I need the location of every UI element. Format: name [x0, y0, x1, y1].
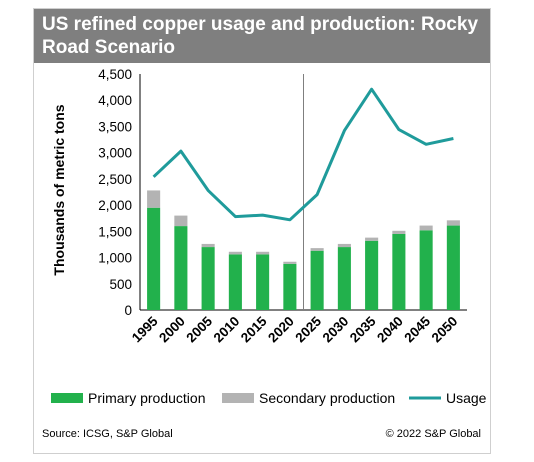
chart-frame: US refined copper usage and production: …: [33, 8, 491, 454]
x-tick-label: 2025: [292, 313, 324, 345]
x-tick-label: 2000: [156, 314, 188, 346]
legend-label-primary: Primary production: [88, 390, 206, 406]
y-tick-label: 4,000: [98, 93, 132, 108]
legend-swatch-primary: [51, 393, 83, 403]
y-tick-label: 3,000: [98, 146, 132, 161]
primary-production-bar: [310, 250, 324, 310]
secondary-production-bar: [174, 215, 188, 227]
primary-production-bar: [365, 240, 379, 310]
x-tick-label: 1995: [129, 313, 161, 345]
y-tick-label: 2,500: [98, 172, 132, 187]
primary-production-bar: [392, 233, 406, 310]
primary-production-bar: [174, 226, 188, 310]
source-note: Source: ICSG, S&P Global: [42, 428, 173, 440]
y-tick-label: 500: [109, 277, 132, 292]
secondary-production-bar: [392, 230, 406, 234]
x-tick-label: 2015: [238, 313, 270, 345]
usage-line-layer: [152, 87, 454, 222]
x-tick-label: 2030: [320, 314, 352, 346]
secondary-production-bar: [446, 220, 460, 226]
y-axis-label: Thousands of metric tons: [51, 104, 67, 275]
secondary-production-bar: [419, 225, 433, 231]
secondary-production-bar: [201, 243, 215, 248]
legend-swatch-secondary: [222, 393, 254, 403]
x-tick-label: 2005: [183, 313, 215, 345]
primary-production-bar: [337, 247, 351, 310]
legend-label-usage: Usage: [446, 390, 487, 406]
secondary-production-bar: [283, 261, 297, 264]
secondary-production-bar: [228, 251, 242, 255]
legend-label-secondary: Secondary production: [259, 390, 395, 406]
x-tick-label: 2035: [347, 313, 379, 345]
secondary-production-bar: [310, 248, 324, 251]
usage-line: [152, 87, 454, 222]
y-tick-label: 2,000: [98, 198, 132, 213]
secondary-production-bar: [365, 237, 379, 241]
primary-production-bar: [419, 230, 433, 310]
primary-production-bar: [283, 263, 297, 310]
x-tick-label: 2050: [429, 314, 461, 346]
x-tick-label: 2010: [211, 314, 243, 346]
primary-production-bar: [228, 254, 242, 310]
bars: [147, 190, 460, 310]
y-axis-ticks: 0 500 1,000 1,500 2,000 2,500 3,000 3,500 4,000 4…: [98, 67, 467, 318]
x-tick-label: 2045: [401, 313, 433, 345]
secondary-production-bar: [147, 190, 161, 208]
primary-production-bar: [201, 247, 215, 310]
y-tick-label: 0: [124, 303, 132, 318]
copyright-note: © 2022 S&P Global: [385, 428, 481, 440]
y-tick-label: 3,500: [98, 119, 132, 134]
y-tick-label: 1,500: [98, 224, 132, 239]
chart-title: US refined copper usage and production: …: [34, 9, 490, 63]
x-axis: 1995200020052010201520202025203020352040…: [129, 313, 461, 345]
y-tick-label: 1,000: [98, 251, 132, 266]
primary-production-bar: [147, 207, 161, 310]
primary-production-bar: [446, 225, 460, 310]
primary-production-bar: [256, 254, 270, 310]
secondary-production-bar: [337, 243, 351, 248]
secondary-production-bar: [256, 251, 270, 255]
x-tick-label: 2040: [374, 314, 406, 346]
y-tick-label: 4,500: [98, 67, 132, 82]
legend: Primary production Secondary production Us…: [51, 390, 487, 406]
x-tick-label: 2020: [265, 314, 297, 346]
